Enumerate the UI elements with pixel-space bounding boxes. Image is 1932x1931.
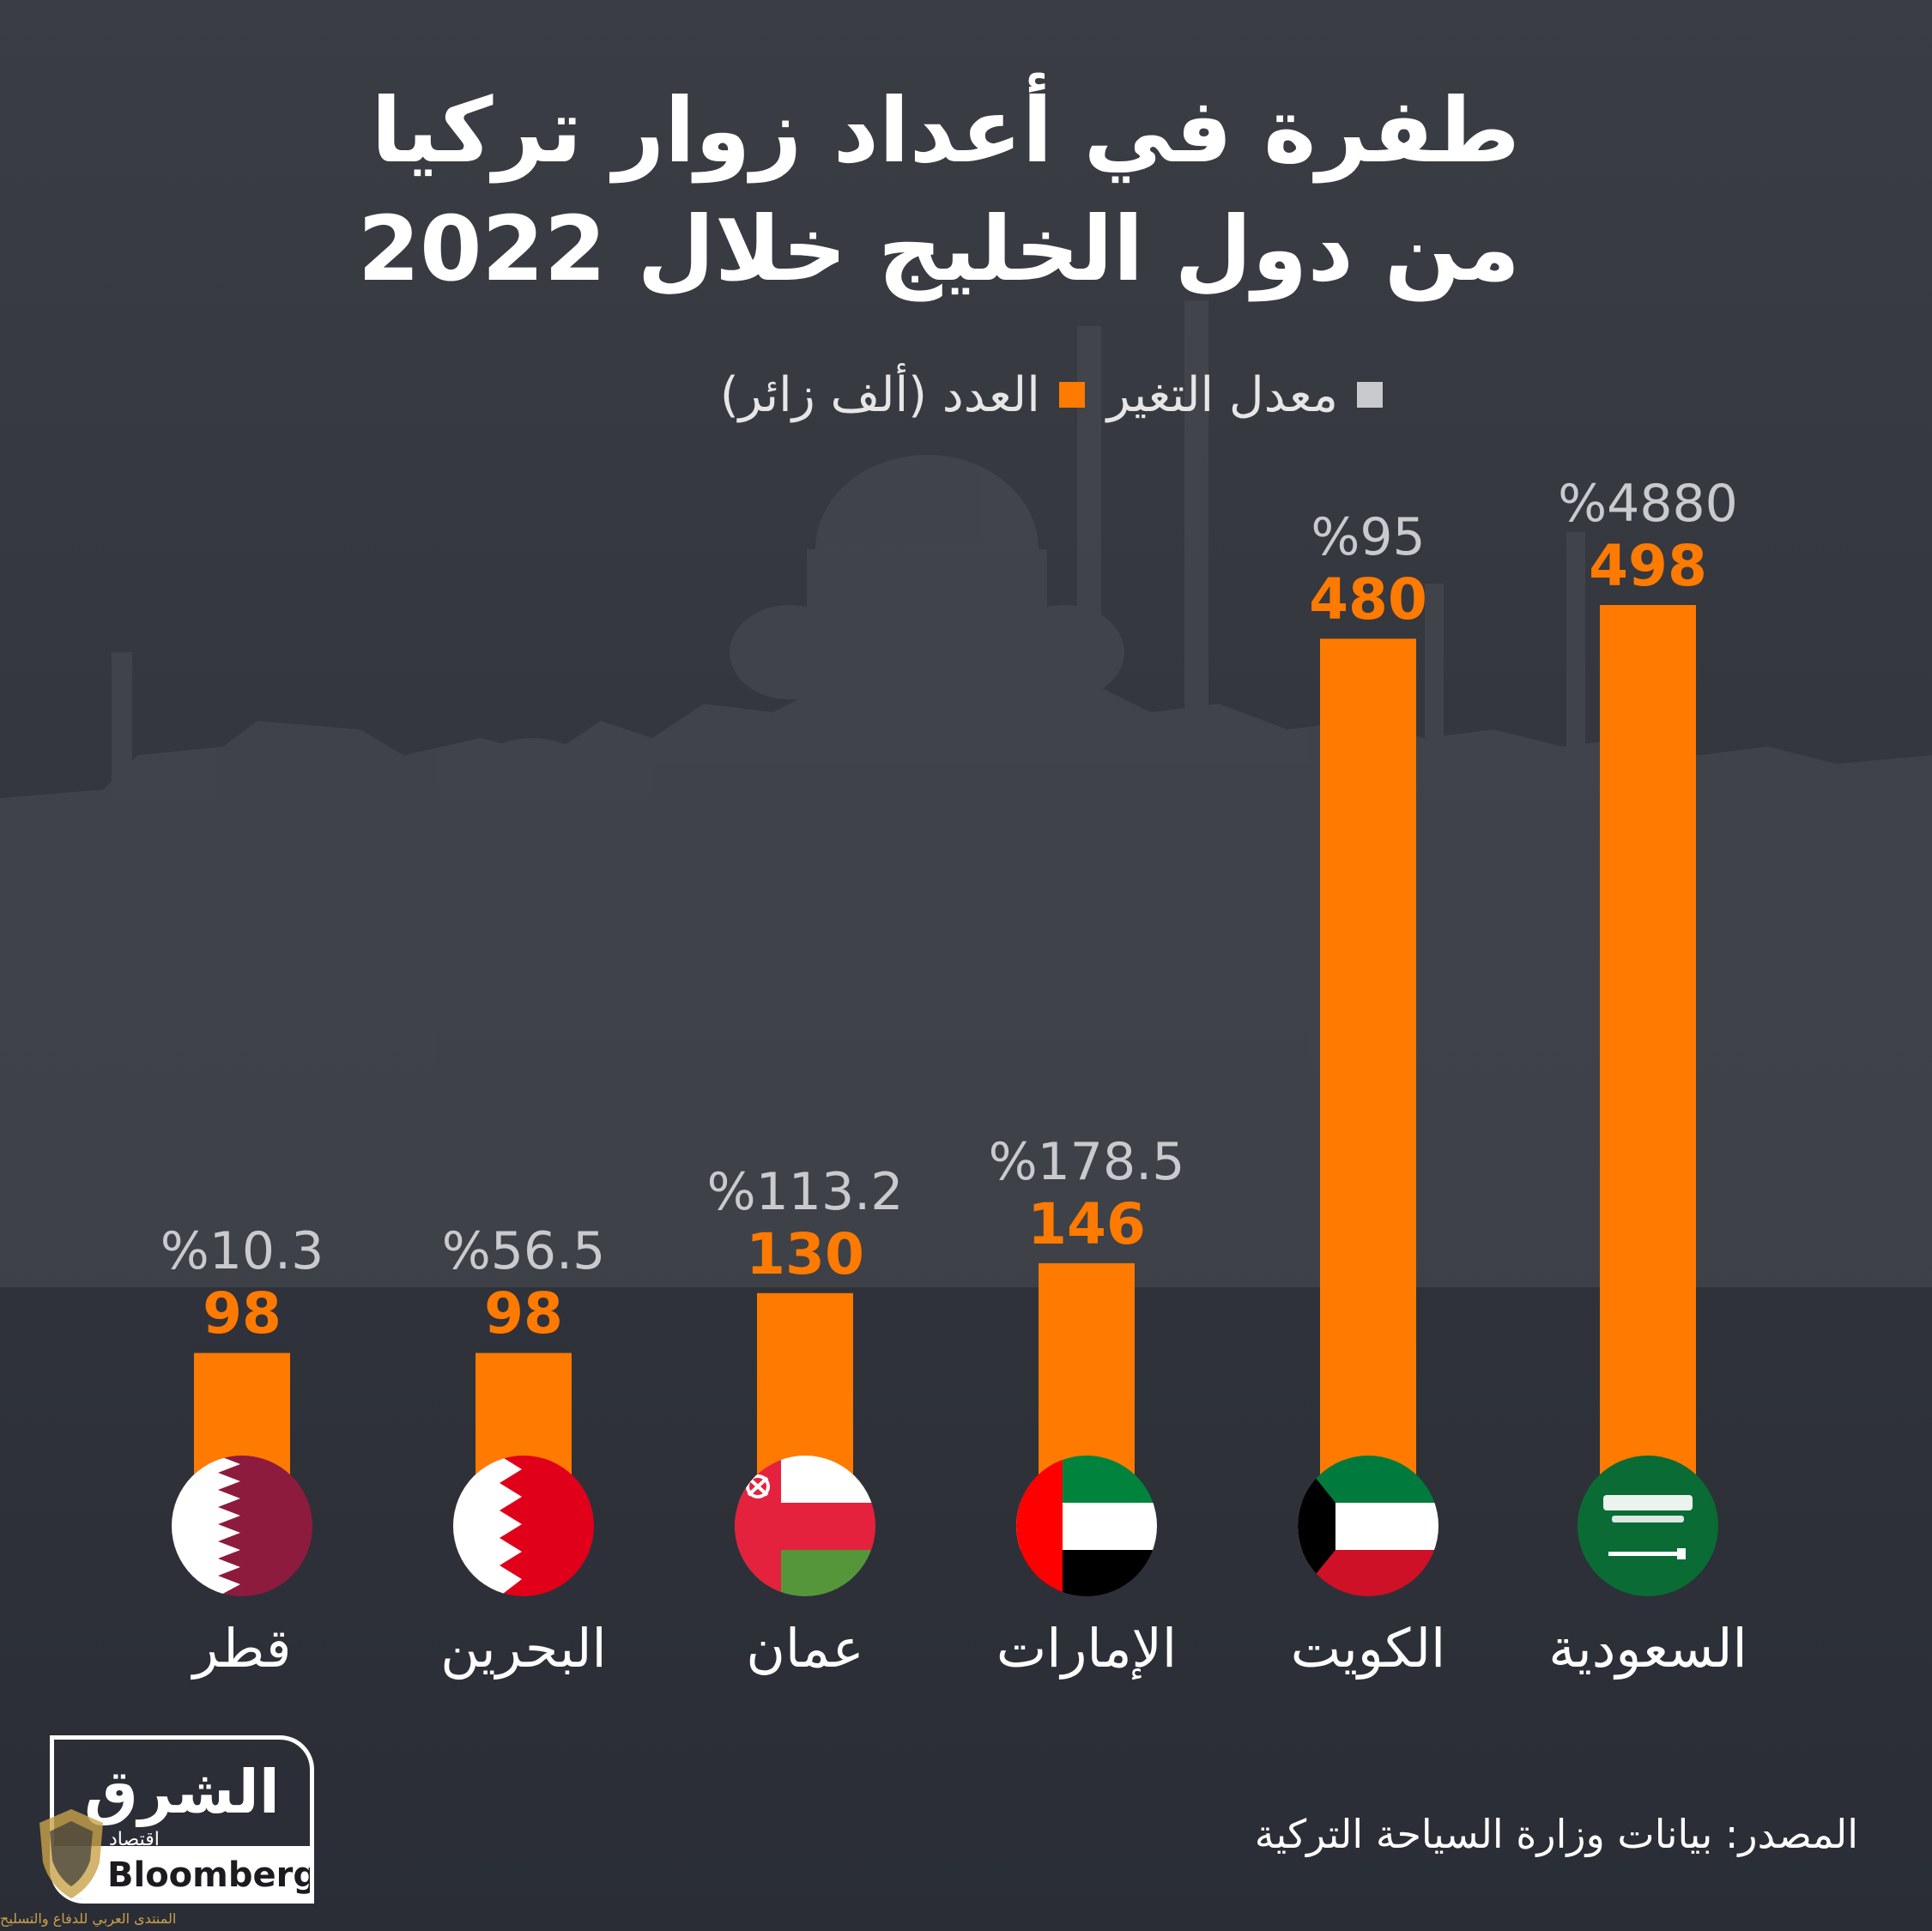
value-label-4: 98	[484, 1280, 563, 1347]
legend-item-count: العدد (ألف زائر)	[720, 367, 1085, 423]
saudi-flag-icon	[1578, 1456, 1718, 1596]
value-label-2: 146	[1027, 1190, 1146, 1257]
category-label-0: السعودية	[1548, 1617, 1747, 1680]
change-label-0: %4880	[1558, 474, 1738, 534]
change-label-5: %10.3	[160, 1221, 324, 1282]
change-label-4: %56.5	[441, 1221, 606, 1282]
source-note: المصدر: بيانات وزارة السياحة التركية	[1254, 1811, 1858, 1857]
change-label-2: %178.5	[988, 1131, 1185, 1192]
legend: العدد (ألف زائر) معدل التغير	[720, 365, 1383, 425]
bar-1	[1320, 639, 1416, 1537]
change-label-3: %113.2	[706, 1161, 904, 1222]
logo-name: الشرق	[84, 1757, 280, 1827]
uae-flag-icon	[1016, 1456, 1157, 1596]
watermark-emblem-icon	[39, 1809, 103, 1898]
category-label-4: البحرين	[440, 1617, 607, 1680]
bar-0	[1600, 605, 1696, 1536]
value-label-1: 480	[1309, 566, 1427, 633]
legend-swatch-grey	[1357, 382, 1383, 408]
legend-swatch-orange	[1058, 382, 1085, 408]
legend-change-label: معدل التغير	[1106, 366, 1338, 423]
oman-flag-icon	[735, 1456, 875, 1596]
value-label-3: 130	[746, 1220, 864, 1287]
legend-item-change: معدل التغير	[1107, 367, 1383, 423]
legend-count-label: العدد (ألف زائر)	[719, 366, 1040, 423]
title-line-1: طفرة في أعداد زوار تركيا	[371, 78, 1520, 183]
watermark-text: المنتدى العربي للدفاع والتسليح	[0, 1910, 177, 1927]
value-label-5: 98	[203, 1280, 282, 1347]
kuwait-flag-icon	[1298, 1456, 1438, 1596]
category-label-1: الكويت	[1290, 1617, 1446, 1680]
category-label-2: الإمارات	[996, 1617, 1178, 1680]
change-label-1: %95	[1311, 507, 1426, 568]
value-label-0: 498	[1589, 533, 1707, 599]
qatar-flag-icon	[172, 1456, 312, 1596]
logo-partner: Bloomberg	[107, 1855, 314, 1895]
category-label-3: عمان	[746, 1617, 864, 1680]
bahrain-flag-icon	[453, 1456, 594, 1596]
title-line-2: من دول الخليج خلال 2022	[357, 197, 1520, 301]
category-label-5: قطر	[192, 1617, 292, 1680]
